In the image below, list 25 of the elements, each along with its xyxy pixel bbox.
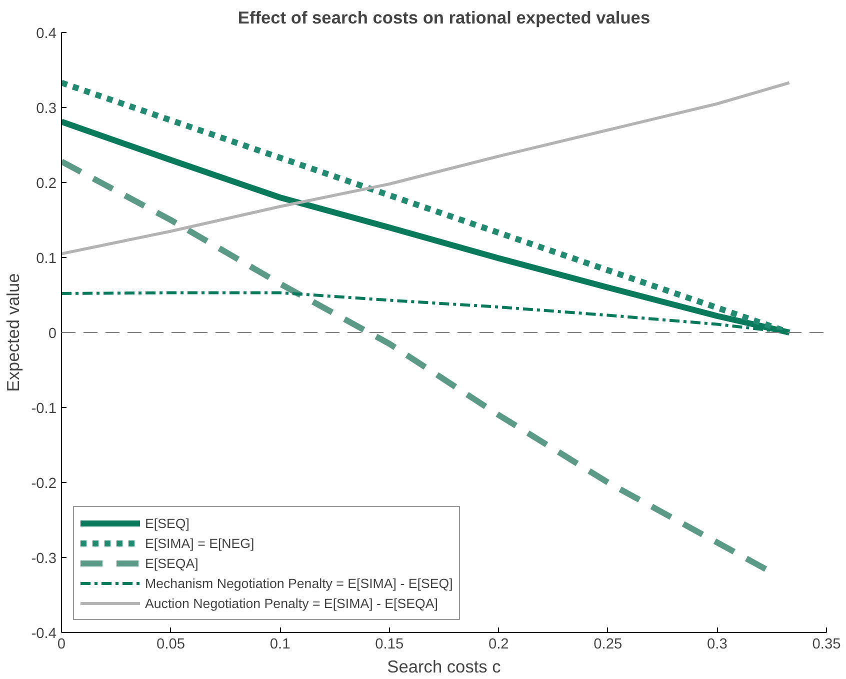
x-tick-label: 0.2 xyxy=(488,636,509,652)
y-tick-label: -0.4 xyxy=(31,626,57,642)
y-tick-label: 0 xyxy=(48,326,57,342)
legend-label: E[SIMA] = E[NEG] xyxy=(145,536,254,550)
y-tick-label: -0.1 xyxy=(31,401,57,417)
x-tick-label: 0.1 xyxy=(270,636,290,652)
chart-title: Effect of search costs on rational expected values xyxy=(238,8,650,28)
x-tick-label: 0.35 xyxy=(812,636,841,652)
legend-label: Auction Negotiation Penalty = E[SIMA] - E[SEQA] xyxy=(145,596,438,610)
x-axis-title: Search costs c xyxy=(387,656,502,676)
x-tick-label: 0.3 xyxy=(707,636,728,652)
legend-label: E[SEQA] xyxy=(145,556,198,570)
y-tick-label: 0.4 xyxy=(36,26,56,42)
y-axis-title: Expected value xyxy=(3,273,24,392)
y-tick-label: -0.2 xyxy=(31,476,57,492)
x-tick-label: 0.25 xyxy=(594,636,622,652)
line-series xyxy=(62,81,791,256)
y-tick-label: 0.1 xyxy=(36,251,56,267)
y-tick-label: -0.3 xyxy=(31,551,57,567)
legend-label: Mechanism Negotiation Penalty = E[SIMA] - E[SEQ] xyxy=(145,576,453,590)
x-tick-label: 0.05 xyxy=(156,636,186,652)
legend-label: E[SEQ] xyxy=(145,516,190,530)
y-tick-label: 0.2 xyxy=(36,176,56,192)
y-tick-label: 0.3 xyxy=(36,101,56,117)
x-tick-label: 0.15 xyxy=(375,636,404,652)
